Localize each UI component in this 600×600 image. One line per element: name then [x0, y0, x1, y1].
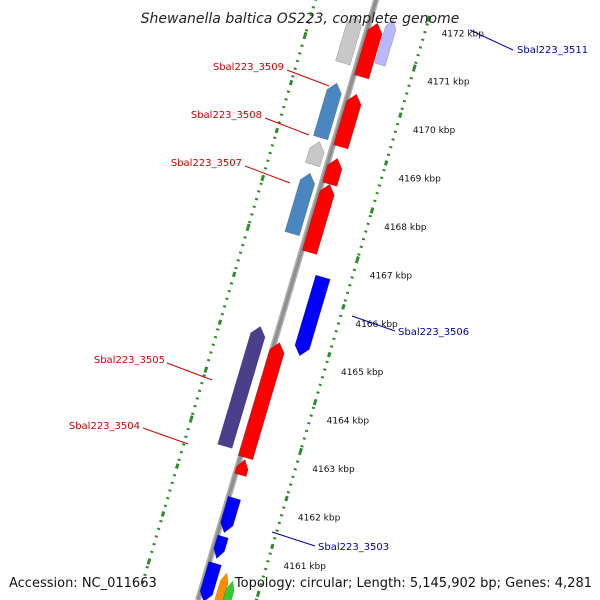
gene-feature	[199, 561, 222, 600]
gene-feature	[222, 580, 235, 600]
tick-label: 4170 kbp	[413, 126, 456, 136]
gene-feature	[214, 572, 229, 600]
tick-mark	[303, 31, 308, 38]
tick-mark	[383, 160, 389, 166]
tick-mark	[231, 271, 237, 278]
map-title: Shewanella baltica OS223, complete genom…	[141, 11, 460, 27]
tick-mark	[312, 399, 318, 406]
tick-label: 4167 kbp	[370, 271, 413, 281]
tick-mark	[246, 223, 251, 230]
gene-feature	[305, 141, 325, 168]
accession-text: Accession: NC_011663	[9, 576, 157, 591]
gene-label: Sbal223_3505	[94, 355, 165, 366]
tick-mark	[412, 64, 417, 70]
tick-mark	[398, 112, 403, 118]
gene-label-leader	[166, 362, 213, 381]
tick-mark	[341, 303, 346, 310]
gene-label: Sbal223_3506	[398, 327, 469, 338]
tick-mark	[369, 208, 375, 214]
gene-feature	[237, 342, 285, 461]
tick-mark	[298, 447, 303, 454]
gene-feature	[220, 495, 242, 534]
gene-label: Sbal223_3511	[517, 45, 588, 56]
tick-dotted-line	[254, 11, 433, 600]
tick-mark	[189, 415, 194, 421]
gene-feature	[335, 15, 362, 66]
gene-feature	[294, 274, 331, 357]
tick-mark	[270, 543, 275, 550]
gene-layer	[199, 15, 397, 600]
tick-mark	[160, 511, 166, 517]
gene-feature	[301, 183, 335, 255]
gene-feature	[284, 172, 316, 237]
gene-label-leader	[271, 531, 316, 547]
tick-mark	[274, 127, 279, 134]
genome-summary-text: Topology: circular; Length: 5,145,902 bp…	[234, 576, 592, 591]
gene-label: Sbal223_3509	[213, 62, 284, 73]
gene-feature	[354, 22, 383, 80]
tick-mark	[284, 495, 289, 502]
tick-mark	[175, 463, 180, 469]
tick-mark	[217, 319, 223, 326]
tick-mark	[260, 175, 265, 182]
tick-mark	[203, 367, 208, 374]
tick-label: 4172 kbp	[442, 29, 485, 39]
gene-feature	[374, 18, 397, 67]
gene-label-leader	[244, 165, 291, 184]
tick-label: 4169 kbp	[398, 175, 441, 185]
tick-mark	[355, 255, 360, 262]
gene-label: Sbal223_3503	[318, 542, 389, 553]
gene-label-leader	[469, 29, 514, 51]
gene-feature	[313, 82, 342, 141]
label-layer: Sbal223_3511 Sbal223_3509 Sbal223_3508 Sbal…	[69, 29, 588, 553]
tick-dotted-line	[140, 0, 318, 584]
gene-label: Sbal223_3508	[191, 110, 262, 121]
gene-feature	[322, 157, 343, 187]
gene-label-leader	[286, 69, 330, 87]
tick-mark	[288, 79, 294, 86]
tick-mark	[255, 591, 261, 598]
gene-feature	[333, 93, 362, 150]
gene-label-leader	[142, 427, 189, 445]
tick-mark	[327, 351, 332, 358]
tick-label: 4171 kbp	[427, 78, 470, 88]
tick-label: 4163 kbp	[312, 465, 355, 475]
tick-label: 4165 kbp	[341, 368, 384, 378]
tick-mark	[426, 16, 431, 22]
gene-label: Sbal223_3504	[69, 421, 140, 432]
tick-layer: 4172 kbp 4171 kbp 4170 kbp 4169 kbp 4168 kbp…	[140, 0, 485, 600]
tick-label: 4164 kbp	[327, 417, 370, 427]
tick-label: 4168 kbp	[384, 223, 427, 233]
gene-label: Sbal223_3507	[171, 158, 242, 169]
gene-label-leader	[351, 315, 396, 332]
tick-mark	[146, 559, 151, 565]
tick-label: 4161 kbp	[284, 562, 327, 572]
gene-label-leader	[264, 117, 310, 136]
gene-feature	[213, 534, 229, 560]
gene-feature	[217, 325, 266, 449]
tick-label: 4162 kbp	[298, 513, 341, 523]
gene-feature	[234, 458, 249, 477]
